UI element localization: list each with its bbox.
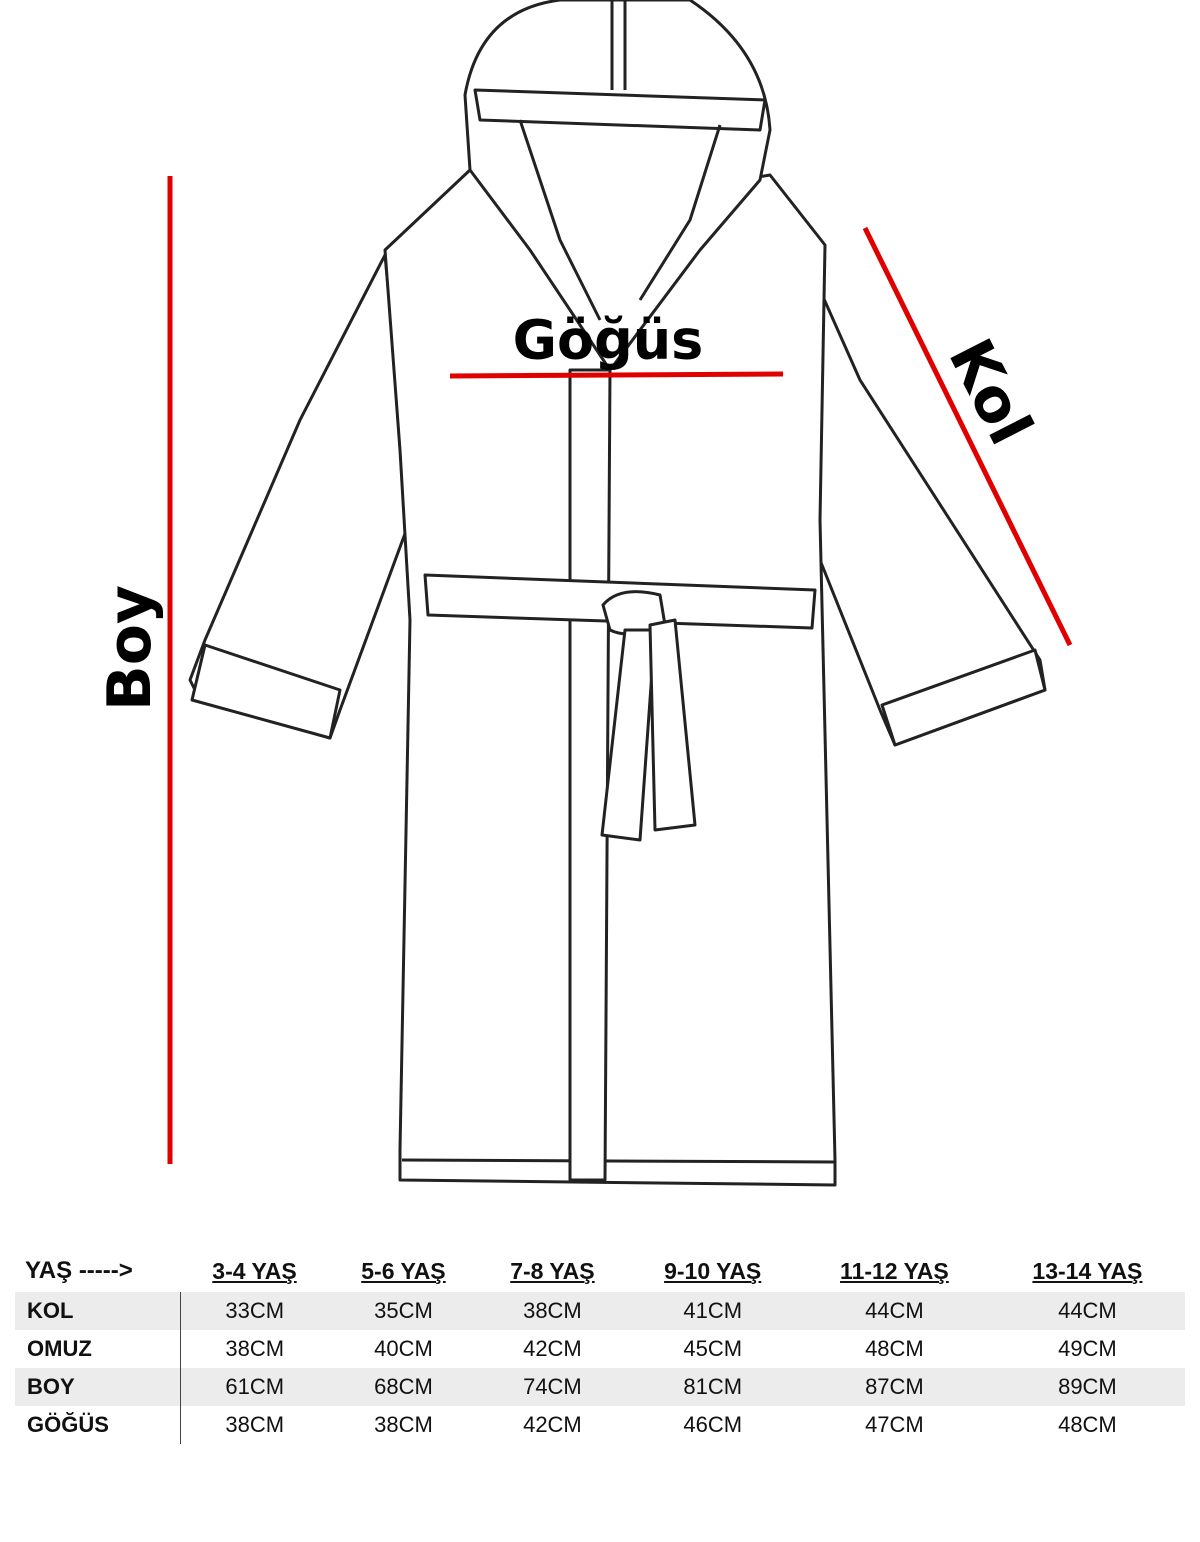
robe-hem (401, 1158, 836, 1164)
hood-seam (610, 0, 627, 90)
size-table: YAŞ -----> 3-4 YAŞ 5-6 YAŞ 7-8 YAŞ 9-10 … (15, 1250, 1185, 1444)
table-cell: 44CM (990, 1292, 1185, 1330)
gogus-label: Göğüs (512, 308, 704, 372)
bathrobe-illustration (167, 0, 1073, 1187)
column-header: 9-10 YAŞ (664, 1257, 762, 1284)
belt-tie-left (600, 628, 657, 842)
row-label: GÖĞÜS (15, 1406, 181, 1444)
row-label: KOL (15, 1292, 181, 1330)
column-header: 13-14 YAŞ (1032, 1257, 1143, 1284)
table-cell: 49CM (1058, 1336, 1117, 1361)
table-cell: 38CM (225, 1336, 285, 1361)
column-header: 3-4 YAŞ (212, 1257, 297, 1284)
table-cell: 33CM (180, 1292, 329, 1330)
table-cell: 48CM (865, 1336, 924, 1361)
table-row: OMUZ 38CM 40CM 42CM 45CM 48CM 49CM (15, 1330, 1185, 1368)
belt-knot (601, 590, 667, 636)
table-cell: 38CM (374, 1412, 433, 1437)
table-cell: 40CM (374, 1336, 433, 1361)
table-cell: 81CM (626, 1368, 799, 1406)
row-label: BOY (15, 1368, 181, 1406)
size-header-row: YAŞ -----> 3-4 YAŞ 5-6 YAŞ 7-8 YAŞ 9-10 … (15, 1250, 1185, 1292)
table-cell: 74CM (477, 1368, 627, 1406)
table-cell: 44CM (798, 1292, 991, 1330)
belt-tie-right (648, 618, 697, 832)
table-cell: 45CM (683, 1336, 743, 1361)
kol-measure-line (862, 226, 1073, 647)
front-placket (568, 368, 612, 1182)
table-row: KOL 33CM 35CM 38CM 41CM 44CM 44CM (15, 1292, 1185, 1330)
table-cell: 38CM (225, 1412, 285, 1437)
hood-rim (473, 88, 767, 132)
table-cell: 47CM (865, 1412, 924, 1437)
table-cell: 41CM (626, 1292, 799, 1330)
table-cell: 89CM (990, 1368, 1185, 1406)
table-row: GÖĞÜS 38CM 38CM 42CM 46CM 47CM 48CM (15, 1406, 1185, 1444)
table-cell: 38CM (477, 1292, 627, 1330)
hood-inner (518, 119, 722, 321)
age-corner-label: YAŞ -----> (25, 1257, 133, 1284)
table-cell: 61CM (180, 1368, 329, 1406)
left-cuff (190, 643, 342, 740)
table-cell: 35CM (328, 1292, 478, 1330)
table-cell: 68CM (328, 1368, 478, 1406)
table-cell: 87CM (798, 1368, 991, 1406)
table-cell: 48CM (1058, 1412, 1117, 1437)
right-cuff (880, 648, 1047, 747)
gogus-measure-line (449, 371, 784, 379)
table-cell: 46CM (683, 1412, 743, 1437)
column-header: 7-8 YAŞ (510, 1257, 595, 1284)
table-row: BOY 61CM 68CM 74CM 81CM 87CM 89CM (15, 1368, 1185, 1406)
column-header: 11-12 YAŞ (840, 1257, 949, 1284)
row-label: OMUZ (15, 1330, 181, 1368)
column-header: 5-6 YAŞ (361, 1257, 446, 1284)
table-cell: 42CM (523, 1412, 582, 1437)
table-cell: 42CM (523, 1336, 582, 1361)
boy-label: Boy (95, 584, 165, 712)
